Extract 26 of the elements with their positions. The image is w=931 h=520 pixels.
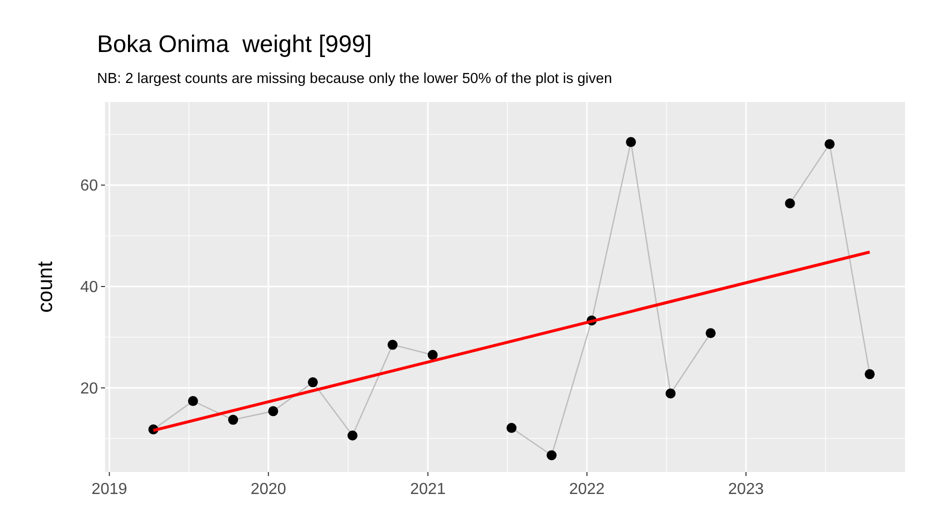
x-tick-label: 2020 xyxy=(250,481,286,498)
point xyxy=(268,406,278,416)
point xyxy=(347,430,358,441)
x-tick-label: 2023 xyxy=(728,481,764,498)
point xyxy=(308,377,318,388)
point xyxy=(864,369,875,380)
point xyxy=(546,450,557,460)
x-tick-label: 2021 xyxy=(410,481,446,498)
point xyxy=(824,139,835,150)
point xyxy=(428,350,438,360)
y-tick-label: 60 xyxy=(80,178,98,195)
point xyxy=(506,422,517,433)
point xyxy=(784,198,795,208)
x-tick-label: 2022 xyxy=(569,481,605,498)
point xyxy=(188,396,198,406)
chart-subtitle: NB: 2 largest counts are missing because only the lower 50% of the plot is given xyxy=(97,71,612,87)
x-tick-label: 2019 xyxy=(92,481,128,498)
point xyxy=(388,340,398,350)
point xyxy=(706,328,716,338)
point xyxy=(228,414,238,425)
point xyxy=(626,137,636,148)
point xyxy=(666,388,676,398)
y-tick-label: 20 xyxy=(80,380,98,398)
y-tick-label: 40 xyxy=(80,279,98,296)
y-axis-title: count xyxy=(34,261,57,313)
chart-title: Boka Onima weight [999] xyxy=(97,31,372,58)
